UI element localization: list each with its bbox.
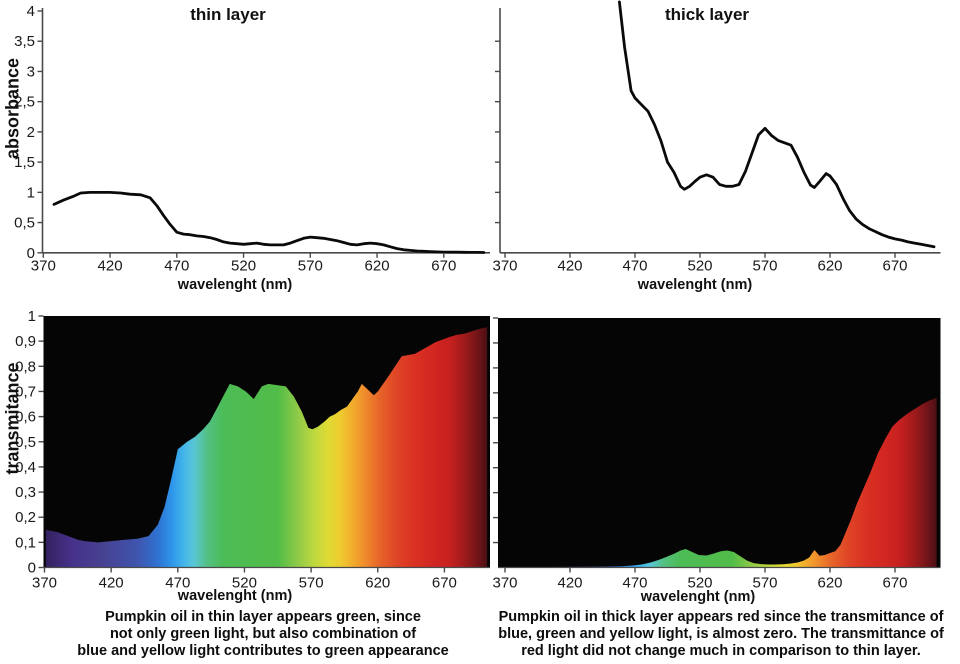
caption-thick-layer: Pumpkin oil in thick layer appears red s… xyxy=(486,609,956,660)
x-tick-label: 570 xyxy=(298,257,323,274)
x-tick-label: 520 xyxy=(687,575,712,592)
absorbance-thin-chart: 370 420 470 520 570 620 670 0 0,5 1 1,5 2 2,5 3 3,5 4 xyxy=(14,3,490,274)
x-tick-label: 520 xyxy=(232,575,257,592)
x-tick-label: 470 xyxy=(622,575,647,592)
x-tick-label: 620 xyxy=(817,575,842,592)
y-tick-label: 1 xyxy=(27,184,35,201)
y-tick-label: 0,4 xyxy=(15,459,36,476)
y-tick-label: 0 xyxy=(28,560,36,577)
caption-thin-layer: Pumpkin oil in thin layer appears green,… xyxy=(23,609,503,660)
transmittance-thin-chart: 370 420 470 520 570 620 670 0 0,1 0,2 0,3 0,4 0,5 0,6… xyxy=(15,308,490,592)
x-tick-label: 370 xyxy=(492,575,517,592)
transmittance-axis-label: transmitance xyxy=(2,362,23,475)
y-tick-label: 0,8 xyxy=(15,358,36,375)
x-tick-label: 470 xyxy=(164,257,189,274)
wavelength-axis-label-abs-thick: wavelenght (nm) xyxy=(637,277,753,293)
absorbance-thick-curve xyxy=(618,0,936,249)
x-tick-label: 620 xyxy=(365,257,390,274)
y-tick-label: 1,5 xyxy=(14,154,35,171)
y-tick-label: 0,2 xyxy=(15,509,36,526)
caption-line: blue and yellow light contributes to gre… xyxy=(77,643,449,659)
x-tick-label: 470 xyxy=(622,257,647,274)
caption-line: blue, green and yellow light, is almost … xyxy=(498,626,944,642)
y-tick-label: 2,5 xyxy=(14,94,35,111)
x-tick-label: 620 xyxy=(365,575,390,592)
thick-layer-title: thick layer xyxy=(664,5,750,24)
x-tick-label: 370 xyxy=(31,257,56,274)
y-tick-label: 3 xyxy=(27,63,35,80)
x-tick-label: 670 xyxy=(432,575,457,592)
x-tick-label: 470 xyxy=(165,575,190,592)
caption-line: Pumpkin oil in thin layer appears green,… xyxy=(105,609,421,625)
x-tick-label: 420 xyxy=(98,257,123,274)
x-tick-label: 570 xyxy=(299,575,324,592)
y-tick-label: 0,3 xyxy=(15,484,36,501)
transmittance-thick-chart: 370 420 470 520 570 620 670 xyxy=(492,317,941,592)
y-tick-label: 0,9 xyxy=(15,333,36,350)
y-tick-label: 0,1 xyxy=(15,534,36,551)
transmittance-spectrum-area xyxy=(45,327,488,568)
x-tick-label: 520 xyxy=(231,257,256,274)
y-tick-label: 0 xyxy=(27,245,35,262)
y-tick-label: 4 xyxy=(27,3,35,20)
y-tick-label: 0,5 xyxy=(14,215,35,232)
absorbance-thin-curve xyxy=(52,190,486,254)
transmittance-spectrum-area xyxy=(505,397,937,568)
x-tick-label: 420 xyxy=(557,257,582,274)
x-tick-label: 520 xyxy=(687,257,712,274)
x-tick-label: 420 xyxy=(557,575,582,592)
x-tick-label: 370 xyxy=(492,257,517,274)
y-tick-label: 1 xyxy=(28,308,36,325)
wavelength-axis-label-abs-thin: wavelenght (nm) xyxy=(177,277,293,293)
y-tick-label: 0,5 xyxy=(15,434,36,451)
x-tick-label: 570 xyxy=(752,257,777,274)
absorbance-thick-chart: 370 420 470 520 570 620 670 xyxy=(492,0,941,274)
caption-line: not only green light, but also combinati… xyxy=(109,626,417,642)
wavelength-axis-label-trans-thick: wavelenght (nm) xyxy=(640,589,756,605)
absorbance-axis-label: absorbance xyxy=(2,57,23,160)
wavelength-axis-label-trans-thin: wavelenght (nm) xyxy=(177,588,293,604)
x-tick-label: 420 xyxy=(99,575,124,592)
x-tick-label: 670 xyxy=(882,575,907,592)
caption-line: Pumpkin oil in thick layer appears red s… xyxy=(498,609,944,625)
x-tick-label: 370 xyxy=(32,575,57,592)
y-tick-label: 3,5 xyxy=(14,33,35,50)
thin-layer-title: thin layer xyxy=(190,5,266,24)
y-tick-label: 0,7 xyxy=(15,383,36,400)
x-tick-label: 670 xyxy=(431,257,456,274)
y-tick-label: 2 xyxy=(27,124,35,141)
caption-line: red light did not change much in compari… xyxy=(521,643,921,659)
y-tick-label: 0,6 xyxy=(15,409,36,426)
x-tick-label: 570 xyxy=(752,575,777,592)
x-tick-label: 670 xyxy=(882,257,907,274)
x-tick-label: 620 xyxy=(817,257,842,274)
